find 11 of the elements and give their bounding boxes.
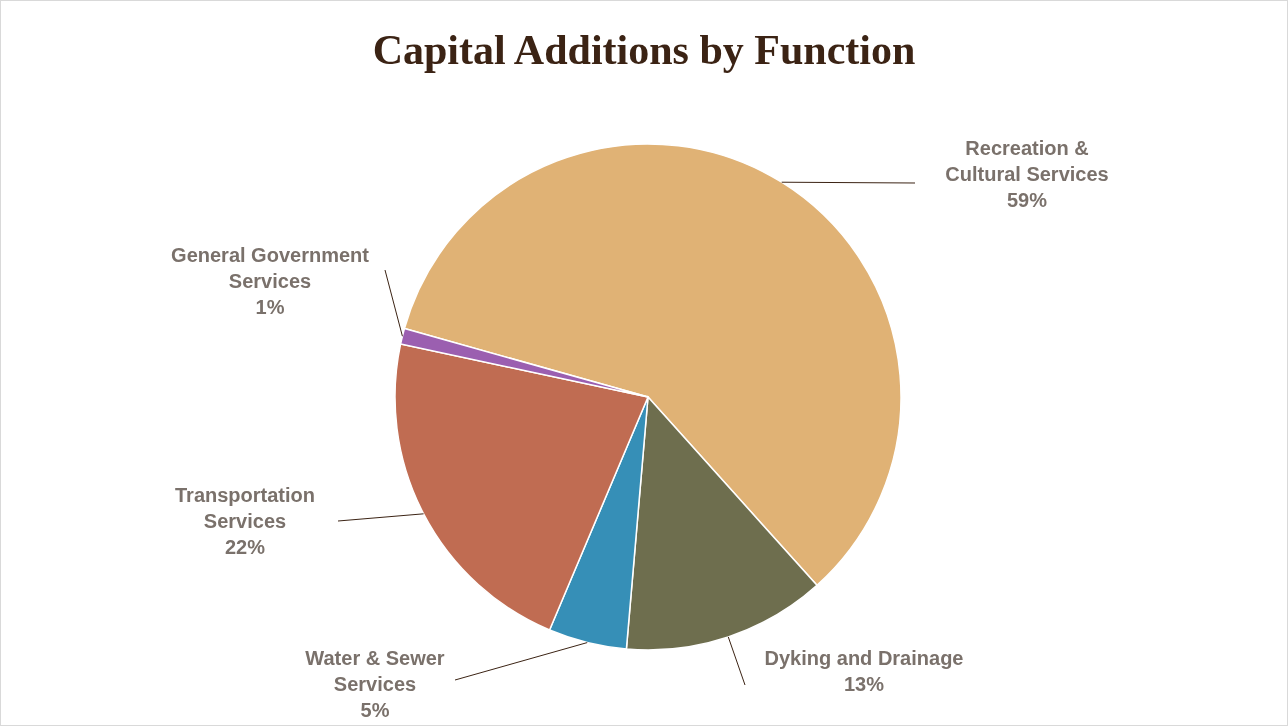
chart-title: Capital Additions by Function (372, 27, 916, 73)
data-label: 22% (224, 536, 266, 558)
data-label: 5% (360, 699, 390, 721)
slice-label: Water & Sewer Services (305, 647, 445, 695)
data-label: 1% (255, 296, 285, 318)
slice-label: Dyking and Drainage (764, 647, 964, 669)
slice-label: General Government Services (171, 244, 370, 292)
data-label: 59% (1006, 189, 1048, 211)
data-label: 13% (843, 673, 885, 695)
slice-label: Recreation & Cultural Services (945, 137, 1109, 185)
slice-label: Transportation Services (174, 484, 316, 532)
